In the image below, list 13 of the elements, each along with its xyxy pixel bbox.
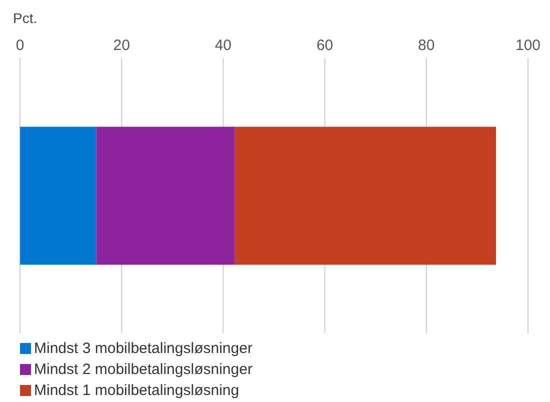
x-tick-label: 20 — [113, 37, 130, 54]
bar — [20, 126, 96, 265]
legend-label: Mindst 3 mobilbetalingsløsninger — [34, 339, 252, 359]
x-tick-label: 80 — [418, 37, 435, 54]
x-tick-label: 60 — [316, 37, 334, 54]
x-tick-label: 100 — [515, 37, 541, 54]
x-axis-title: Pct. — [13, 10, 38, 26]
bar — [234, 126, 496, 265]
x-tick-label: 0 — [16, 37, 24, 54]
legend-label: Mindst 1 mobilbetalingsløsning — [34, 381, 240, 401]
legend-label: Mindst 2 mobilbetalingsløsninger — [34, 360, 252, 380]
bar — [96, 126, 235, 265]
x-tick-label: 40 — [214, 37, 232, 54]
